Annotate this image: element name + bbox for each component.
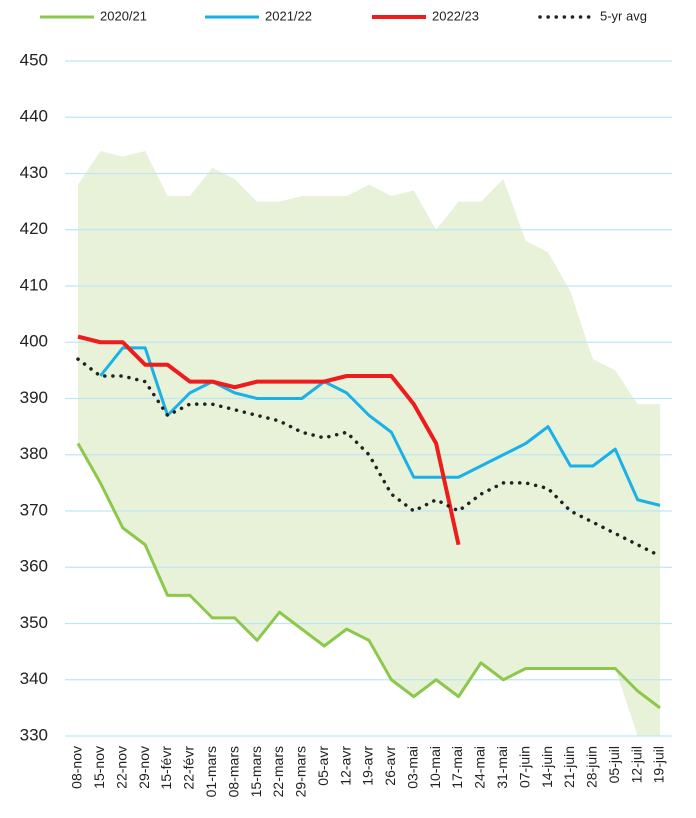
legend-label: 5-yr avg — [600, 8, 647, 23]
y-tick-label: 450 — [20, 50, 48, 69]
range-band — [78, 151, 660, 736]
x-tick-label: 08-nov — [69, 746, 85, 789]
x-tick-label: 31-mai — [494, 746, 510, 789]
x-tick-label: 12-avr — [337, 746, 353, 786]
y-tick-label: 380 — [20, 444, 48, 463]
legend-label: 2020/21 — [100, 8, 147, 23]
y-tick-label: 400 — [20, 332, 48, 351]
x-tick-label: 29-mars — [293, 746, 309, 797]
y-tick-label: 390 — [20, 388, 48, 407]
legend-label: 2022/23 — [432, 8, 479, 23]
y-tick-label: 420 — [20, 219, 48, 238]
y-tick-label: 340 — [20, 669, 48, 688]
x-tick-label: 19-juil — [651, 746, 667, 783]
x-tick-label: 26-avr — [382, 746, 398, 786]
x-tick-label: 08-mars — [225, 746, 241, 797]
x-tick-label: 22-mars — [270, 746, 286, 797]
x-tick-label: 22-févr — [181, 746, 197, 790]
x-tick-label: 29-nov — [136, 746, 152, 789]
y-tick-label: 330 — [20, 725, 48, 744]
x-tick-label: 07-juin — [516, 746, 532, 788]
y-tick-label: 440 — [20, 107, 48, 126]
x-tick-label: 15-févr — [158, 746, 174, 790]
x-tick-label: 28-juin — [584, 746, 600, 788]
y-tick-label: 370 — [20, 500, 48, 519]
series-line — [99, 346, 661, 507]
y-tick-label: 350 — [20, 613, 48, 632]
x-tick-label: 05-juil — [606, 746, 622, 783]
y-tick-label: 430 — [20, 163, 48, 182]
x-tick-label: 24-mai — [472, 746, 488, 789]
x-tick-label: 15-mars — [248, 746, 264, 797]
x-tick-label: 15-nov — [91, 746, 107, 789]
y-tick-label: 410 — [20, 275, 48, 294]
x-tick-label: 03-mai — [404, 746, 420, 789]
x-tick-label: 22-nov — [113, 746, 129, 789]
x-tick-label: 10-mai — [427, 746, 443, 789]
x-tick-label: 17-mai — [449, 746, 465, 789]
x-tick-label: 14-juin — [539, 746, 555, 788]
legend-label: 2021/22 — [265, 8, 312, 23]
series-line — [76, 357, 662, 558]
x-tick-label: 21-juin — [561, 746, 577, 788]
x-tick-label: 05-avr — [315, 746, 331, 786]
series-line — [76, 442, 661, 710]
y-tick-label: 360 — [20, 557, 48, 576]
series-line — [77, 334, 461, 546]
x-tick-label: 12-juil — [628, 746, 644, 783]
x-tick-label: 19-avr — [360, 746, 376, 786]
x-tick-label: 01-mars — [203, 746, 219, 797]
